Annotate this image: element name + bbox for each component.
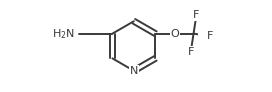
Text: F: F	[193, 10, 200, 20]
Text: N: N	[130, 66, 138, 76]
Text: F: F	[207, 31, 214, 41]
Text: F: F	[187, 47, 194, 57]
Text: H$_2$N: H$_2$N	[52, 27, 75, 40]
Text: O: O	[171, 29, 180, 39]
